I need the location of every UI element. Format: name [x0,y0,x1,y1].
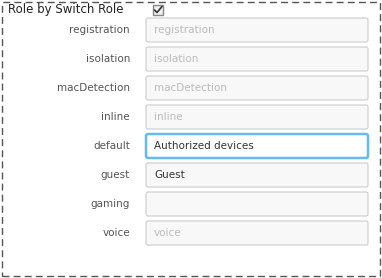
Text: voice: voice [102,228,130,238]
Text: gaming: gaming [91,199,130,209]
Text: registration: registration [70,25,130,35]
Text: isolation: isolation [86,54,130,64]
FancyBboxPatch shape [146,163,368,187]
Text: macDetection: macDetection [57,83,130,93]
Text: registration: registration [154,25,215,35]
Text: default: default [93,141,130,151]
Text: Role by Switch Role: Role by Switch Role [8,4,123,16]
FancyBboxPatch shape [146,47,368,71]
Text: guest: guest [101,170,130,180]
FancyBboxPatch shape [146,192,368,216]
Text: Guest: Guest [154,170,185,180]
FancyBboxPatch shape [146,105,368,129]
FancyBboxPatch shape [153,5,163,15]
Text: inline: inline [154,112,183,122]
Text: voice: voice [154,228,181,238]
Text: Authorized devices: Authorized devices [154,141,254,151]
FancyBboxPatch shape [146,221,368,245]
Text: isolation: isolation [154,54,198,64]
FancyBboxPatch shape [146,18,368,42]
Text: macDetection: macDetection [154,83,227,93]
FancyBboxPatch shape [146,76,368,100]
Text: inline: inline [101,112,130,122]
FancyBboxPatch shape [146,134,368,158]
